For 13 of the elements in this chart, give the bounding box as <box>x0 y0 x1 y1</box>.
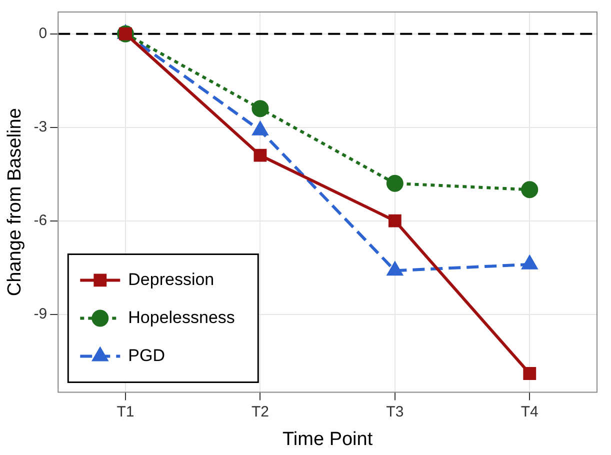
y-tick-label: -6 <box>34 212 48 229</box>
legend-label: PGD <box>128 346 165 365</box>
y-tick-label: -9 <box>34 305 48 322</box>
legend-label: Hopelessness <box>128 308 235 327</box>
x-tick-label: T4 <box>520 403 538 420</box>
x-tick-label: T2 <box>251 403 269 420</box>
x-tick-label: T3 <box>386 403 404 420</box>
x-axis-title: Time Point <box>282 428 374 450</box>
y-axis-title: Change from Baseline <box>4 108 26 296</box>
y-tick-label: 0 <box>38 24 48 42</box>
legend-label: Depression <box>128 270 214 289</box>
y-tick-label: -3 <box>34 118 48 136</box>
x-tick-label: T1 <box>116 403 134 420</box>
